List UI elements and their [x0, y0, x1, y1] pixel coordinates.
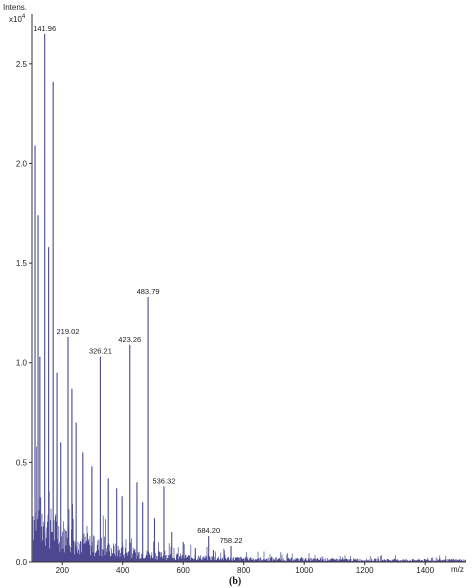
x-ticks: 200 400 600 800 1000 1200 1400: [56, 562, 435, 575]
peak-label: 423.26: [118, 335, 141, 344]
y-tick-label: 0.0: [16, 558, 28, 567]
y-multiplier-exponent: 4: [22, 14, 26, 20]
peak-label: 758.22: [220, 536, 243, 545]
x-tick-label: 800: [237, 566, 251, 575]
panel-label: (b): [229, 576, 241, 587]
x-tick-label: 1000: [295, 566, 313, 575]
peak-label: 483.79: [137, 287, 160, 296]
peak-label: 536.32: [152, 476, 175, 485]
peak-labels: 141.96 219.02 326.21 423.26 483.79 536.32 684.…: [33, 24, 242, 545]
peak-label: 684.20: [197, 526, 220, 535]
y-tick-label: 2.0: [16, 159, 28, 168]
x-tick-label: 1400: [416, 566, 434, 575]
y-tick-label: 0.5: [16, 458, 28, 467]
x-axis-label: m/z: [451, 565, 464, 574]
y-tick-label: 1.0: [16, 359, 28, 368]
noise-path: [32, 446, 466, 562]
y-multiplier: x104: [9, 14, 26, 24]
y-tick-label: 2.5: [16, 60, 28, 69]
x-tick-label: 1200: [356, 566, 374, 575]
y-tick-label: 1.5: [16, 259, 28, 268]
peak-label: 141.96: [33, 24, 56, 33]
spectrum-noise: [32, 446, 466, 562]
peak-label: 326.21: [89, 347, 112, 356]
y-ticks: 0.0 0.5 1.0 1.5 2.0 2.5: [16, 60, 32, 567]
spectrum-trace: [34, 33, 232, 562]
x-tick-label: 200: [56, 566, 70, 575]
x-tick-label: 600: [177, 566, 191, 575]
x-tick-label: 400: [116, 566, 130, 575]
y-axis-label: Intens.: [3, 3, 27, 12]
peak-label: 219.02: [57, 327, 80, 336]
